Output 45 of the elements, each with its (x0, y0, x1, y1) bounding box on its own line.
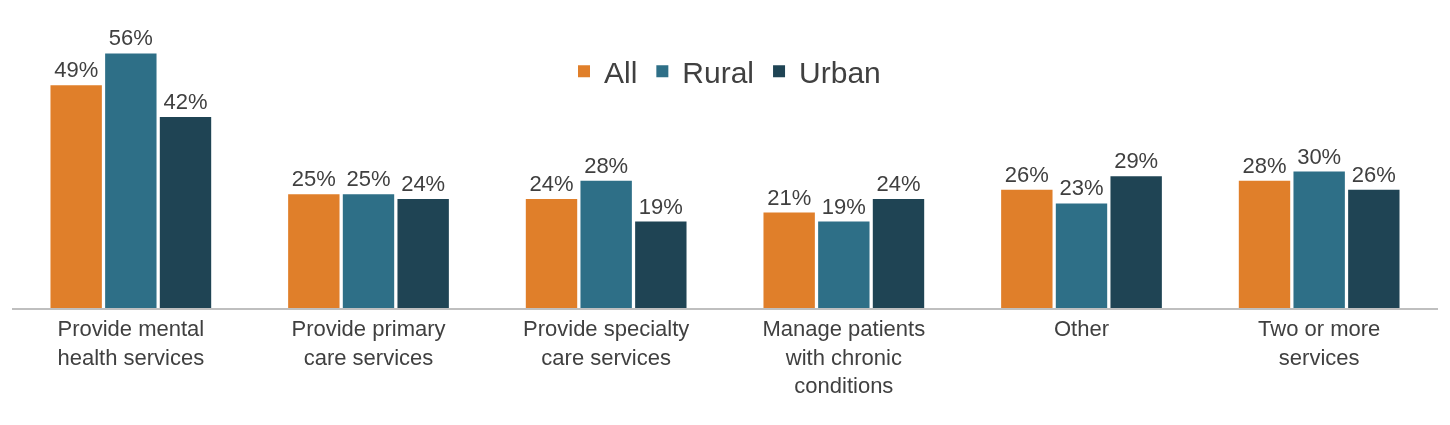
data-label: 28% (584, 152, 629, 178)
bar (50, 85, 102, 308)
bar (1293, 171, 1345, 308)
bar (580, 180, 632, 308)
data-label: 19% (638, 193, 683, 219)
x-tick-label: Two or more services (1258, 316, 1381, 370)
legend-label: Urban (799, 56, 881, 90)
data-label: 23% (1059, 175, 1104, 201)
bar (1001, 189, 1053, 308)
bar (763, 212, 815, 308)
bar (1348, 189, 1400, 308)
bar (1110, 176, 1162, 308)
data-label: 25% (346, 166, 391, 192)
bar (872, 198, 925, 308)
bar (288, 194, 340, 308)
x-tick-label: Other (1053, 316, 1110, 342)
data-label: 56% (108, 25, 153, 51)
data-label: 49% (54, 57, 99, 83)
bar (1238, 180, 1291, 308)
bar (342, 194, 395, 308)
x-tick-label: Provide mental health services (57, 316, 205, 370)
data-label: 24% (529, 170, 574, 196)
data-label: 24% (401, 170, 446, 196)
x-tick-label: Manage patients with chronic conditions (762, 316, 926, 399)
bar (397, 198, 449, 308)
data-label: 42% (163, 89, 208, 115)
data-label: 30% (1297, 143, 1342, 169)
x-tick-label: Provide primary care services (291, 316, 446, 370)
legend-label: Rural (682, 56, 755, 90)
x-tick-label: Provide specialty care services (523, 316, 690, 370)
bar (818, 221, 870, 308)
bar (159, 117, 212, 308)
data-label: 26% (1351, 161, 1396, 187)
data-label: 19% (821, 193, 866, 219)
bar (525, 198, 578, 308)
bar (1055, 203, 1108, 308)
data-label: 26% (1004, 161, 1049, 187)
bar (635, 221, 687, 308)
data-label: 29% (1114, 148, 1159, 174)
data-label: 24% (876, 170, 921, 196)
bar (105, 53, 157, 308)
legend-label: All (604, 56, 638, 90)
data-label: 21% (767, 184, 812, 210)
data-label: 25% (291, 166, 336, 192)
data-label: 28% (1242, 152, 1287, 178)
